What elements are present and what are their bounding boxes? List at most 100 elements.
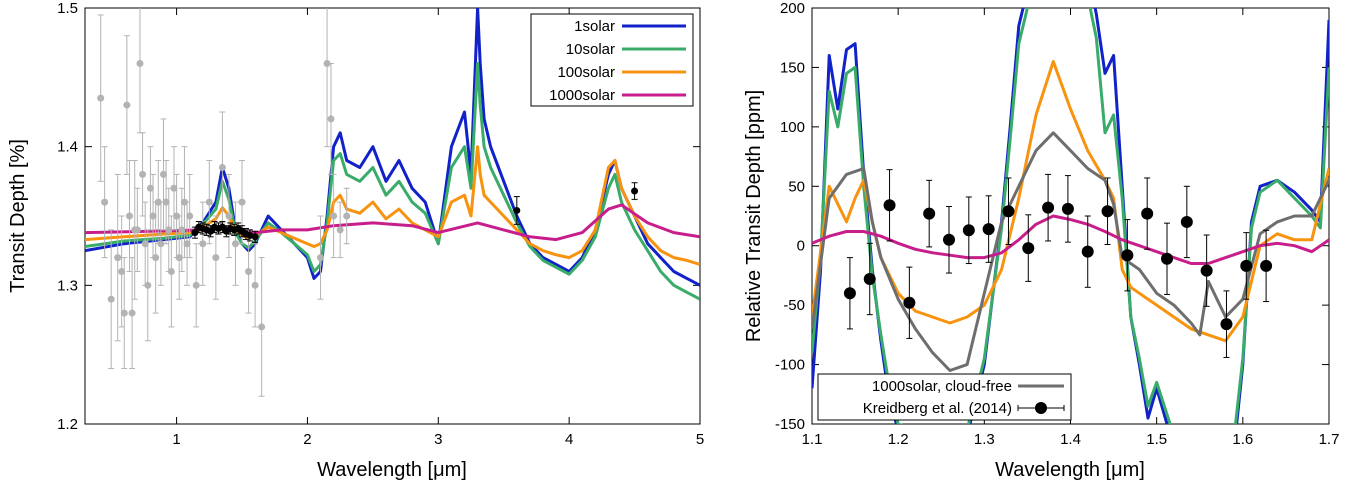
data-point [141,240,149,248]
data-point [863,272,876,285]
x-tick-label: 5 [696,431,704,448]
right-chart: 1.1 1.2 1.3 1.4 1.5 1.6 1.7 -150 -100 -50 0 50 100 15… [743,0,1339,481]
series-line [812,131,1329,372]
data-point [152,254,160,262]
data-point [317,254,325,262]
left-observations [97,8,639,397]
x-tick-label: 2 [303,431,311,448]
x-tick-label: 3 [434,431,442,448]
data-point [251,233,259,241]
data-point [183,240,191,248]
data-point [1022,242,1035,255]
data-point [943,233,956,246]
data-point [251,281,259,289]
data-point [118,267,126,275]
right-series [812,8,1329,424]
data-point [231,240,239,248]
data-point [205,198,213,206]
data-point [178,226,186,234]
left-legend: 1solar 10solar 100solar 1000solar [530,13,694,107]
legend-entry-label: 100solar [557,64,615,81]
x-tick-label: 1.7 [1319,431,1340,448]
data-point [136,59,144,67]
data-point [1002,205,1015,218]
data-point [1200,264,1213,277]
left-ticks: 1 2 3 4 5 1.2 1.3 1.4 1.5 [57,0,704,448]
data-point [186,212,194,220]
data-point [246,231,254,239]
data-point [327,115,335,123]
data-point [1141,207,1154,220]
data-point [258,323,266,331]
left-x-axis-label: Wavelength [μm] [317,459,467,481]
data-point [191,229,199,237]
data-point [962,224,975,237]
data-point [1061,202,1074,215]
legend-entry-label: 10solar [566,41,615,58]
left-legend-box [530,13,694,107]
x-tick-label: 4 [565,431,573,448]
data-point [883,199,896,212]
data-point [245,267,253,275]
legend-entry-label: 1000solar [549,87,615,104]
data-point [343,212,351,220]
data-point [160,170,168,178]
data-point [238,198,246,206]
y-tick-label: 1.3 [57,277,78,294]
data-point [162,198,170,206]
x-tick-label: 1.5 [1146,431,1167,448]
data-point [107,295,115,303]
data-point [128,309,136,317]
data-point [923,207,936,220]
data-point [133,226,141,234]
x-tick-label: 1.2 [888,431,909,448]
x-tick-label: 1 [172,431,180,448]
series-line [812,8,1329,424]
y-tick-label: 1.2 [57,416,78,433]
legend-entry-label: 1000solar, cloud-free [872,378,1012,395]
data-point [330,212,338,220]
data-point [97,94,105,102]
y-tick-label: -100 [775,357,805,374]
left-chart: 1 2 3 4 5 1.2 1.3 1.4 1.5 1solar 10solar 100sola… [7,0,704,481]
x-tick-label: 1.3 [974,431,995,448]
right-x-axis-label: Wavelength [μm] [995,459,1145,481]
data-point [1180,215,1193,228]
y-tick-label: -50 [783,297,805,314]
data-point [149,212,157,220]
y-tick-label: 1.4 [57,139,78,156]
data-point [175,254,183,262]
data-point [513,206,521,214]
data-point [212,254,220,262]
legend-entry-label: Kreidberg et al. (2014) [863,400,1012,417]
right-legend: 1000solar, cloud-free Kreidberg et al. (… [817,373,1072,421]
data-point [170,184,178,192]
data-point [167,267,175,275]
data-point [199,240,207,248]
data-point [1161,252,1174,265]
data-point [323,59,331,67]
y-tick-label: 1.5 [57,0,78,17]
right-y-axis-label: Relative Transit Depth [ppm] [743,90,765,342]
data-point [843,287,856,300]
data-point [101,198,109,206]
data-point [146,184,154,192]
data-point [192,281,200,289]
data-point [903,296,916,309]
data-point [1220,318,1233,331]
data-point [139,170,147,178]
x-tick-label: 1.4 [1060,431,1081,448]
y-tick-label: 200 [780,0,805,17]
data-point [336,226,344,234]
legend-entry-label: 1solar [574,18,615,35]
x-tick-label: 1.6 [1232,431,1253,448]
data-point [225,212,233,220]
data-point [631,187,639,195]
y-tick-label: -150 [775,416,805,433]
right-observations [843,169,1273,358]
data-point [982,223,995,236]
series-line [85,62,700,301]
right-ticks: 1.1 1.2 1.3 1.4 1.5 1.6 1.7 -150 -100 -50 0 50 100 15… [775,0,1339,448]
series-line [85,145,700,266]
